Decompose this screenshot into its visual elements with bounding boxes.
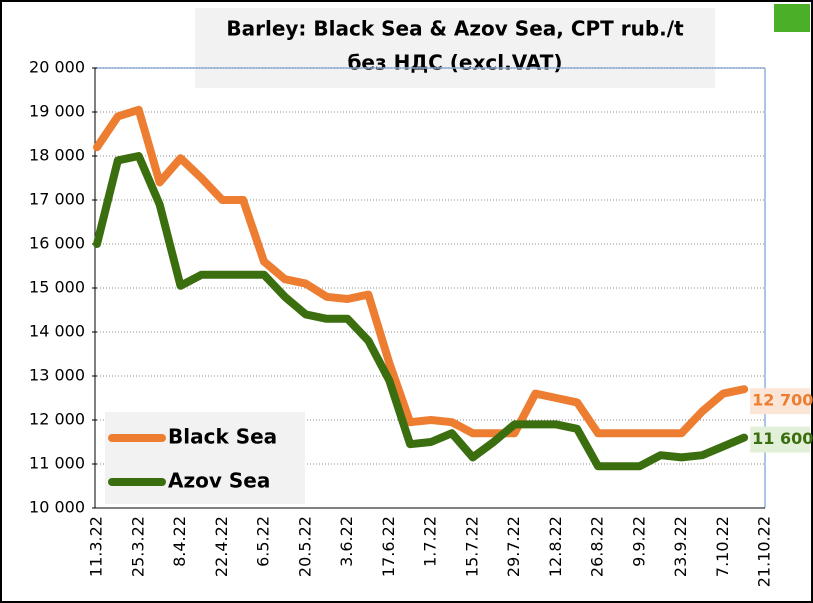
x-tick-label: 25.3.22 xyxy=(128,516,147,577)
x-tick-label: 21.10.22 xyxy=(755,516,774,587)
value-label-box xyxy=(750,388,811,415)
y-tick-label: 17 000 xyxy=(29,190,85,209)
x-tick-label: 9.9.22 xyxy=(629,516,648,567)
y-tick-label: 12 000 xyxy=(29,410,85,429)
x-tick-label: 6.5.22 xyxy=(254,516,273,567)
x-tick-label: 15.7.22 xyxy=(462,516,481,577)
line-series xyxy=(93,152,749,471)
line-series xyxy=(93,105,749,438)
y-tick-label: 13 000 xyxy=(29,366,85,385)
y-tick-label: 19 000 xyxy=(29,102,85,121)
x-tick-label: 17.6.22 xyxy=(379,516,398,577)
legend-label: Black Sea xyxy=(168,425,277,449)
legend-label: Azov Sea xyxy=(168,469,270,493)
x-tick-label: 12.8.22 xyxy=(546,516,565,577)
logo xyxy=(774,4,810,32)
x-tick-label: 23.9.22 xyxy=(671,516,690,577)
y-tick-label: 20 000 xyxy=(29,58,85,77)
y-tick-label: 15 000 xyxy=(29,278,85,297)
legend-box xyxy=(105,412,305,504)
y-tick-label: 11 000 xyxy=(29,454,85,473)
x-tick-label: 11.3.22 xyxy=(87,516,106,577)
y-tick-label: 16 000 xyxy=(29,234,85,253)
title-box xyxy=(195,8,715,88)
x-tick-label: 3.6.22 xyxy=(337,516,356,567)
value-label: 12 700 xyxy=(752,391,813,410)
value-label-box xyxy=(750,426,811,453)
x-tick-label: 7.10.22 xyxy=(713,516,732,577)
chart-subtitle: без НДС (excl.VAT) xyxy=(347,51,562,75)
x-tick-label: 26.8.22 xyxy=(588,516,607,577)
x-tick-label: 20.5.22 xyxy=(295,516,314,577)
x-tick-label: 29.7.22 xyxy=(504,516,523,577)
y-tick-label: 18 000 xyxy=(29,146,85,165)
chart-title: Barley: Black Sea & Azov Sea, CPT rub./t xyxy=(226,17,684,41)
x-tick-label: 8.4.22 xyxy=(170,516,189,567)
y-tick-label: 14 000 xyxy=(29,322,85,341)
x-tick-label: 1.7.22 xyxy=(421,516,440,567)
x-tick-label: 22.4.22 xyxy=(212,516,231,577)
value-label: 11 600 xyxy=(752,429,813,448)
y-tick-label: 10 000 xyxy=(29,498,85,517)
